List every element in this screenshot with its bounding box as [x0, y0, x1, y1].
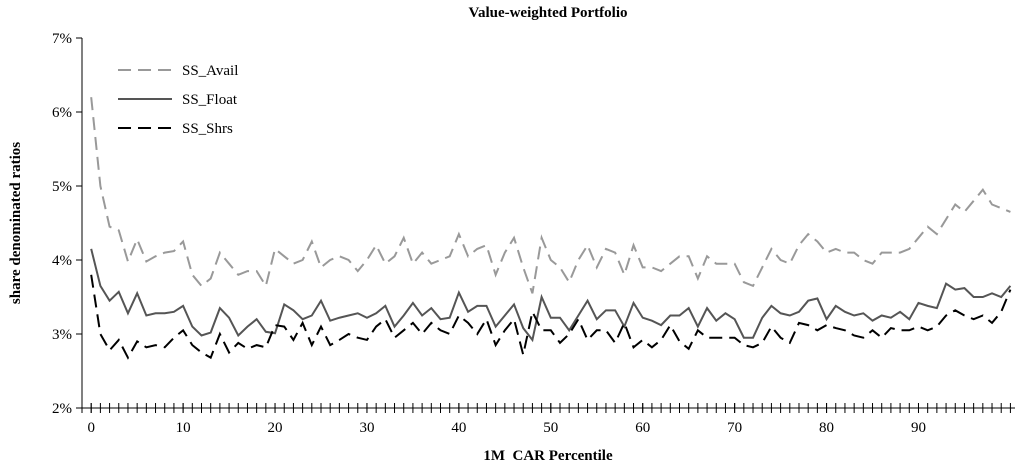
y-tick-label: 7%: [52, 31, 72, 47]
legend-label: SS_Float: [182, 92, 238, 108]
legend-label: SS_Avail: [182, 63, 238, 79]
y-tick-label: 3%: [52, 327, 72, 343]
x-axis-label: 1M CAR Percentile: [483, 448, 613, 464]
x-tick-label: 0: [87, 420, 95, 436]
series-line: [90, 248, 1012, 343]
x-tick-label: 80: [819, 420, 834, 436]
y-tick-label: 6%: [52, 105, 72, 121]
y-tick-label: 2%: [52, 401, 72, 417]
x-tick-label: 70: [727, 420, 742, 436]
y-tick-label: 4%: [52, 253, 72, 269]
legend-label: SS_Shrs: [182, 121, 233, 137]
x-tick-label: 60: [635, 420, 650, 436]
chart-title: Value-weighted Portfolio: [468, 5, 627, 21]
y-tick-label: 5%: [52, 179, 72, 195]
series-line: [90, 97, 1011, 294]
x-tick-label: 20: [268, 420, 283, 436]
x-tick-label: 90: [911, 420, 926, 436]
series-line: [90, 274, 1012, 360]
x-tick-label: 30: [359, 420, 374, 436]
x-tick-label: 40: [451, 420, 466, 436]
x-tick-label: 10: [176, 420, 191, 436]
x-tick-label: 50: [543, 420, 558, 436]
y-axis-label: share denominated ratios: [8, 142, 24, 304]
